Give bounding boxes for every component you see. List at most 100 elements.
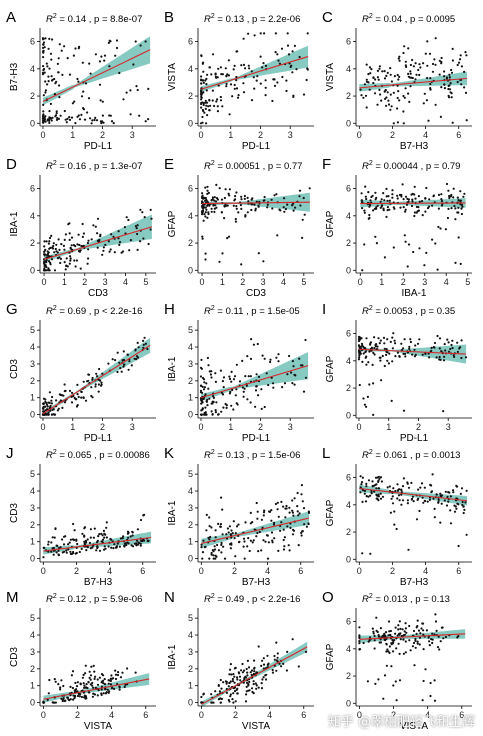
data-point bbox=[225, 682, 228, 685]
data-point bbox=[409, 338, 412, 341]
fit-line bbox=[359, 633, 466, 640]
data-point bbox=[255, 385, 258, 388]
data-point bbox=[456, 636, 459, 639]
data-point bbox=[201, 115, 204, 119]
data-point bbox=[52, 244, 55, 248]
data-point bbox=[205, 382, 208, 385]
data-point bbox=[273, 78, 276, 81]
data-point bbox=[227, 235, 231, 238]
data-point bbox=[101, 541, 104, 544]
data-point bbox=[416, 619, 419, 622]
data-point bbox=[374, 78, 377, 81]
data-point bbox=[86, 262, 89, 265]
data-point bbox=[417, 195, 420, 198]
data-point bbox=[139, 44, 142, 47]
data-point bbox=[389, 340, 392, 343]
data-point bbox=[229, 695, 232, 698]
data-point bbox=[366, 680, 369, 683]
data-point bbox=[44, 89, 48, 92]
data-point bbox=[411, 353, 414, 356]
data-point bbox=[113, 687, 116, 690]
data-point bbox=[82, 682, 85, 685]
data-point bbox=[98, 549, 102, 552]
x-tick-label: 1 bbox=[220, 277, 225, 287]
y-tick-label: 2 bbox=[188, 91, 193, 101]
data-point bbox=[118, 545, 121, 548]
data-point bbox=[142, 514, 145, 517]
data-point bbox=[404, 240, 407, 243]
data-point bbox=[215, 183, 218, 186]
data-point bbox=[55, 243, 58, 246]
data-point bbox=[452, 196, 455, 199]
x-tick-label: 4 bbox=[444, 277, 449, 287]
data-point bbox=[201, 551, 205, 554]
data-point bbox=[418, 643, 421, 646]
data-point bbox=[416, 642, 419, 645]
data-point bbox=[94, 383, 97, 386]
data-point bbox=[71, 670, 75, 673]
data-point bbox=[406, 502, 409, 505]
data-point bbox=[118, 71, 121, 75]
data-point bbox=[229, 83, 233, 86]
data-point bbox=[87, 373, 91, 376]
data-point bbox=[384, 89, 387, 92]
data-point bbox=[210, 370, 213, 373]
data-point bbox=[74, 694, 77, 698]
data-point bbox=[107, 41, 110, 45]
data-point bbox=[50, 550, 53, 553]
data-point bbox=[447, 350, 451, 353]
y-tick-label: 0 bbox=[346, 265, 351, 275]
data-point bbox=[296, 505, 299, 508]
data-point bbox=[114, 54, 117, 57]
x-tick-label: 0 bbox=[40, 422, 45, 432]
data-point bbox=[378, 342, 381, 345]
data-point bbox=[421, 353, 424, 356]
data-point bbox=[240, 669, 243, 672]
data-point bbox=[107, 240, 110, 243]
data-point bbox=[440, 198, 443, 201]
data-point bbox=[304, 650, 308, 653]
data-point bbox=[135, 85, 138, 88]
data-point bbox=[214, 380, 217, 383]
data-point bbox=[126, 530, 130, 533]
data-point bbox=[82, 396, 85, 400]
panel-letter: A bbox=[6, 9, 16, 26]
data-point bbox=[201, 400, 204, 403]
y-tick-label: 1 bbox=[188, 393, 193, 403]
data-point bbox=[255, 373, 258, 376]
data-point bbox=[392, 206, 395, 209]
data-point bbox=[101, 680, 104, 683]
data-point bbox=[372, 632, 375, 635]
data-point bbox=[228, 113, 231, 116]
y-axis-label: GFAP bbox=[325, 643, 336, 670]
y-tick-label: 0 bbox=[188, 265, 193, 275]
data-point bbox=[422, 629, 425, 632]
data-point bbox=[228, 375, 231, 378]
data-point bbox=[248, 67, 251, 70]
data-point bbox=[250, 338, 253, 341]
data-point bbox=[62, 394, 65, 397]
data-point bbox=[88, 691, 91, 694]
data-point bbox=[43, 253, 47, 256]
data-point bbox=[416, 498, 419, 501]
data-point bbox=[225, 687, 228, 691]
data-point bbox=[291, 50, 294, 53]
data-point bbox=[214, 411, 217, 414]
data-point bbox=[84, 686, 87, 689]
data-point bbox=[93, 118, 96, 122]
data-point bbox=[423, 499, 426, 502]
data-point bbox=[72, 394, 75, 397]
data-point bbox=[404, 208, 407, 211]
y-tick-label: 0 bbox=[30, 118, 35, 128]
data-point bbox=[261, 659, 264, 662]
data-point bbox=[79, 249, 82, 252]
data-point bbox=[200, 413, 203, 416]
data-point bbox=[264, 86, 267, 89]
y-tick-label: 1 bbox=[188, 537, 193, 547]
data-point bbox=[450, 96, 453, 99]
data-point bbox=[249, 357, 253, 360]
data-point bbox=[249, 671, 252, 674]
data-point bbox=[282, 206, 285, 209]
data-point bbox=[454, 207, 457, 210]
data-point bbox=[96, 217, 100, 220]
